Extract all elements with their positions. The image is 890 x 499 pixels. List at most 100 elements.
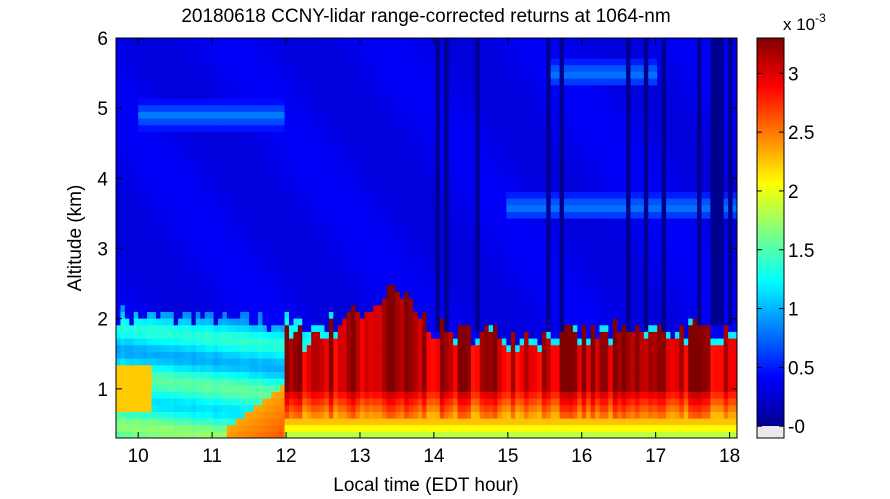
heatmap-cell [306,424,312,432]
heatmap-cell [404,384,410,392]
heatmap-cell [413,124,419,132]
heatmap-cell [182,51,188,59]
chart-title: 20180618 CCNY-lidar range-corrected retu… [181,6,670,27]
heatmap-cell [226,104,232,112]
heatmap-cell [284,111,290,119]
heatmap-cell [417,298,423,306]
heatmap-cell [204,164,210,172]
heatmap-cell [240,211,246,219]
heatmap-cell [422,371,428,379]
heatmap-cell [240,324,246,332]
heatmap-cell [337,178,343,186]
heatmap-cell [297,64,303,72]
heatmap-cell [244,378,250,386]
heatmap-cell [475,258,481,266]
heatmap-cell [320,418,326,426]
heatmap-cell [470,104,476,112]
heatmap-cell [213,51,219,59]
heatmap-cell [413,44,419,52]
heatmap-cell [222,191,228,199]
heatmap-cell [138,344,144,352]
heatmap-cell [120,224,126,232]
heatmap-cell [461,178,468,186]
heatmap-cell [426,184,432,192]
heatmap-cell [359,291,365,299]
heatmap-cell [466,338,472,346]
heatmap-cell [457,404,463,412]
heatmap-cell [222,284,228,292]
heatmap-cell [160,404,166,412]
heatmap-cell [178,91,184,99]
heatmap-cell [231,324,237,332]
heatmap-cell [266,124,272,132]
heatmap-cell [222,204,228,212]
heatmap-cell [271,291,277,299]
heatmap-cell [324,64,330,72]
heatmap-cell [249,158,255,166]
heatmap-cell [311,64,317,72]
heatmap-cell [262,258,268,266]
heatmap-cell [351,64,357,72]
heatmap-cell [461,144,468,152]
heatmap-cell [222,231,228,239]
heatmap-cell [315,158,321,166]
heatmap-cell [293,204,299,212]
heatmap-cell [178,184,184,192]
heatmap-cell [391,84,397,92]
heatmap-cell [191,384,197,392]
heatmap-cell [351,84,357,92]
heatmap-cell [275,331,281,339]
heatmap-cell [262,238,268,246]
heatmap-cell [395,171,401,179]
heatmap-cell [444,111,450,119]
heatmap-cell [320,258,326,266]
heatmap-cell [226,304,232,312]
heatmap-cell [235,131,241,139]
heatmap-cell [284,58,290,66]
heatmap-cell [297,411,303,419]
heatmap-cell [138,424,144,432]
heatmap-cell [293,184,299,192]
heatmap-cell [231,111,237,119]
heatmap-cell [195,51,201,59]
heatmap-cell [333,378,339,386]
heatmap-cell [382,304,388,312]
heatmap-cell [218,204,224,212]
heatmap-cell [262,198,268,206]
heatmap-cell [448,231,454,239]
heatmap-cell [284,224,290,232]
heatmap-cell [479,404,485,412]
heatmap-cell [404,204,410,212]
heatmap-cell [182,38,188,46]
heatmap-cell [178,171,184,179]
heatmap-cell [213,258,219,266]
heatmap-cell [297,251,303,259]
heatmap-cell [231,284,237,292]
heatmap-cell [368,271,374,279]
heatmap-cell [386,158,392,166]
heatmap-cell [444,418,450,426]
heatmap-cell [213,238,219,246]
heatmap-cell [364,271,370,279]
heatmap-cell [457,278,463,286]
heatmap-cell [231,198,237,206]
heatmap-cell [155,184,161,192]
heatmap-cell [138,231,144,239]
heatmap-cell [426,404,432,412]
heatmap-cell [284,251,290,259]
heatmap-cell [222,311,228,319]
heatmap-cell [151,424,157,432]
heatmap-cell [315,404,321,412]
heatmap-cell [155,71,161,79]
heatmap-cell [235,378,241,386]
heatmap-cell [346,238,352,246]
heatmap-cell [138,304,144,312]
heatmap-cell [404,64,410,72]
heatmap-cell [466,398,472,406]
heatmap-cell [466,184,472,192]
heatmap-cell [355,144,361,152]
heatmap-cell [315,211,321,219]
heatmap-cell [244,238,250,246]
heatmap-cell [470,58,476,66]
heatmap-cell [448,44,454,52]
